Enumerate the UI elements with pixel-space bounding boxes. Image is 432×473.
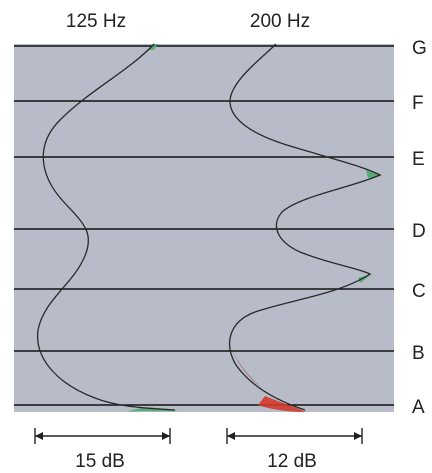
mode-shape-200hz xyxy=(228,43,382,411)
column-title-125hz: 125 Hz xyxy=(66,11,126,32)
row-label-c: C xyxy=(412,281,426,302)
scale-bar-200hz xyxy=(226,428,363,444)
curve-200hz xyxy=(228,43,382,412)
scale-125-right-arrow xyxy=(162,432,170,440)
row-label-d: D xyxy=(412,221,426,242)
row-label-a: A xyxy=(412,397,425,418)
row-label-e: E xyxy=(412,149,425,170)
scale-label-200hz: 12 dB xyxy=(267,451,317,472)
green-lobe-c-200 xyxy=(358,274,372,283)
row-label-b: B xyxy=(412,343,425,364)
column-title-200hz: 200 Hz xyxy=(250,11,310,32)
level-lines xyxy=(14,45,394,406)
scale-bar-125hz xyxy=(34,428,171,444)
scale-125-left-arrow xyxy=(35,432,43,440)
scale-200-left-arrow xyxy=(227,432,235,440)
scale-200-right-arrow xyxy=(354,432,362,440)
row-label-g: G xyxy=(412,38,427,59)
green-lobe-bottom-125 xyxy=(128,407,178,412)
red-lobe-bottom-200 xyxy=(258,396,306,412)
plot-panel xyxy=(14,44,394,412)
curve-125hz xyxy=(36,43,178,412)
mode-shape-125hz xyxy=(36,43,176,411)
green-lobe-top-125 xyxy=(148,44,158,50)
scale-label-125hz: 15 dB xyxy=(75,451,125,472)
row-label-f: F xyxy=(412,93,424,114)
